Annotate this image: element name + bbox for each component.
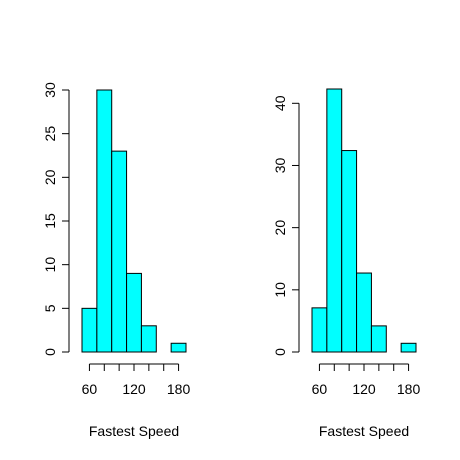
y-tick-label: 0: [42, 348, 58, 356]
y-tick-label: 0: [272, 348, 288, 356]
y-tick-label: 10: [272, 282, 288, 298]
histogram-bar: [170, 342, 187, 353]
x-axis-label: Fastest Speed: [319, 423, 409, 439]
histogram-left: 0 5 10 15 20 25 30 60 120 180 Fastest Speed: [42, 82, 190, 439]
y-tick-label: 20: [42, 169, 58, 185]
y-tick-label: 30: [272, 157, 288, 173]
histogram-bar: [81, 307, 98, 353]
histogram-bar: [96, 89, 113, 353]
x-tick-label: 180: [397, 381, 421, 397]
x-tick-label: 60: [82, 381, 98, 397]
x-axis-label: Fastest Speed: [89, 423, 179, 439]
histogram-bar: [356, 272, 372, 353]
y-tick-label: 30: [42, 82, 58, 98]
y-tick-label: 40: [272, 95, 288, 111]
y-tick-label: 25: [42, 126, 58, 142]
y-tick-label: 15: [42, 213, 58, 229]
histogram-bar: [400, 342, 417, 353]
histogram-bar: [140, 325, 157, 353]
x-tick-label: 120: [352, 381, 376, 397]
histogram-bar: [326, 88, 343, 353]
y-tick-label: 20: [272, 220, 288, 236]
y-tick-label: 10: [42, 257, 58, 273]
histogram-right: 0 10 20 30 40 60 120 180 Fastest Speed: [272, 88, 421, 439]
histogram-bar: [311, 307, 328, 353]
histogram-bar: [126, 272, 142, 353]
y-tick-label: 5: [42, 304, 58, 312]
x-tick-label: 60: [312, 381, 328, 397]
histogram-bar: [370, 325, 387, 353]
histogram-bar: [111, 150, 128, 353]
x-tick-label: 180: [167, 381, 191, 397]
x-tick-label: 120: [122, 381, 146, 397]
histogram-bar: [341, 150, 358, 353]
